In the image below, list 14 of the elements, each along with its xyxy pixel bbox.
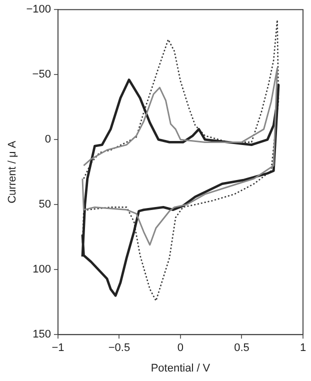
line-series [82, 19, 280, 302]
y-tick-label: 0 [44, 134, 51, 146]
y-tick-label: 50 [38, 198, 51, 211]
y-tick-label: 150 [32, 328, 51, 341]
y-tick-label: 100 [32, 264, 51, 276]
x-tick-label: 0.5 [234, 342, 250, 354]
x-axis-title: Potential / V [150, 362, 211, 374]
x-tick-label: 0 [177, 342, 184, 354]
x-tick-label: −1 [52, 342, 64, 354]
y-tick-label: −100 [26, 4, 51, 16]
x-tick-label: 1 [300, 342, 306, 354]
y-tick-label: −50 [32, 68, 51, 81]
y-axis-title: Current / μ A [6, 140, 19, 204]
x-tick-label: −0.5 [108, 342, 130, 354]
